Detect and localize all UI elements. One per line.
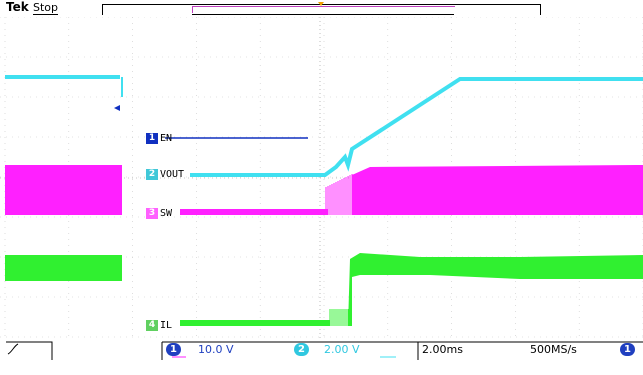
ch2-scale[interactable]: 2.00 V	[324, 343, 360, 356]
waveform-display[interactable]: 1 EN 2 VOUT 3 SW 4 IL	[0, 17, 643, 340]
ch2-marker[interactable]: 2	[146, 169, 158, 180]
ch2-scale-badge[interactable]: 2	[294, 343, 309, 356]
ch3-band-right	[352, 165, 643, 215]
ch3-band-left	[5, 165, 122, 215]
ch4-marker[interactable]: 4	[146, 320, 158, 331]
ch4-trace-low	[180, 320, 330, 326]
brand-logo: Tek	[6, 0, 29, 14]
sample-rate: 500MS/s	[530, 343, 577, 356]
ch1-label: EN	[160, 133, 173, 144]
waveform-canvas	[0, 17, 643, 340]
readout-bar: 1 10.0 V 2 2.00 V 2.00ms 500MS/s 1	[0, 340, 643, 375]
ch1-offset-arrow	[114, 105, 120, 111]
ch3-marker[interactable]: 3	[146, 208, 158, 219]
ch4-label: IL	[160, 320, 173, 331]
readout-frames	[6, 341, 643, 360]
ch4-band-left	[5, 255, 122, 281]
record-window	[192, 6, 455, 13]
ch2-label: VOUT	[160, 169, 185, 180]
ch2-trace-rise	[190, 77, 643, 177]
status-bar: Tek Stop	[0, 0, 643, 16]
ch3-label: SW	[160, 208, 173, 219]
ch1-marker[interactable]: 1	[146, 133, 158, 144]
ch1-scale[interactable]: 10.0 V	[198, 343, 234, 356]
trigger-position-marker	[318, 2, 324, 6]
record-window-baseline	[192, 14, 454, 15]
ch4-band-right	[348, 253, 643, 326]
timebase[interactable]: 2.00ms	[422, 343, 463, 356]
ch3-trace-low	[180, 209, 328, 215]
ch1-scale-badge[interactable]: 1	[166, 343, 181, 356]
trigger-source-badge[interactable]: 1	[620, 343, 635, 356]
acquisition-state: Stop	[33, 1, 59, 15]
